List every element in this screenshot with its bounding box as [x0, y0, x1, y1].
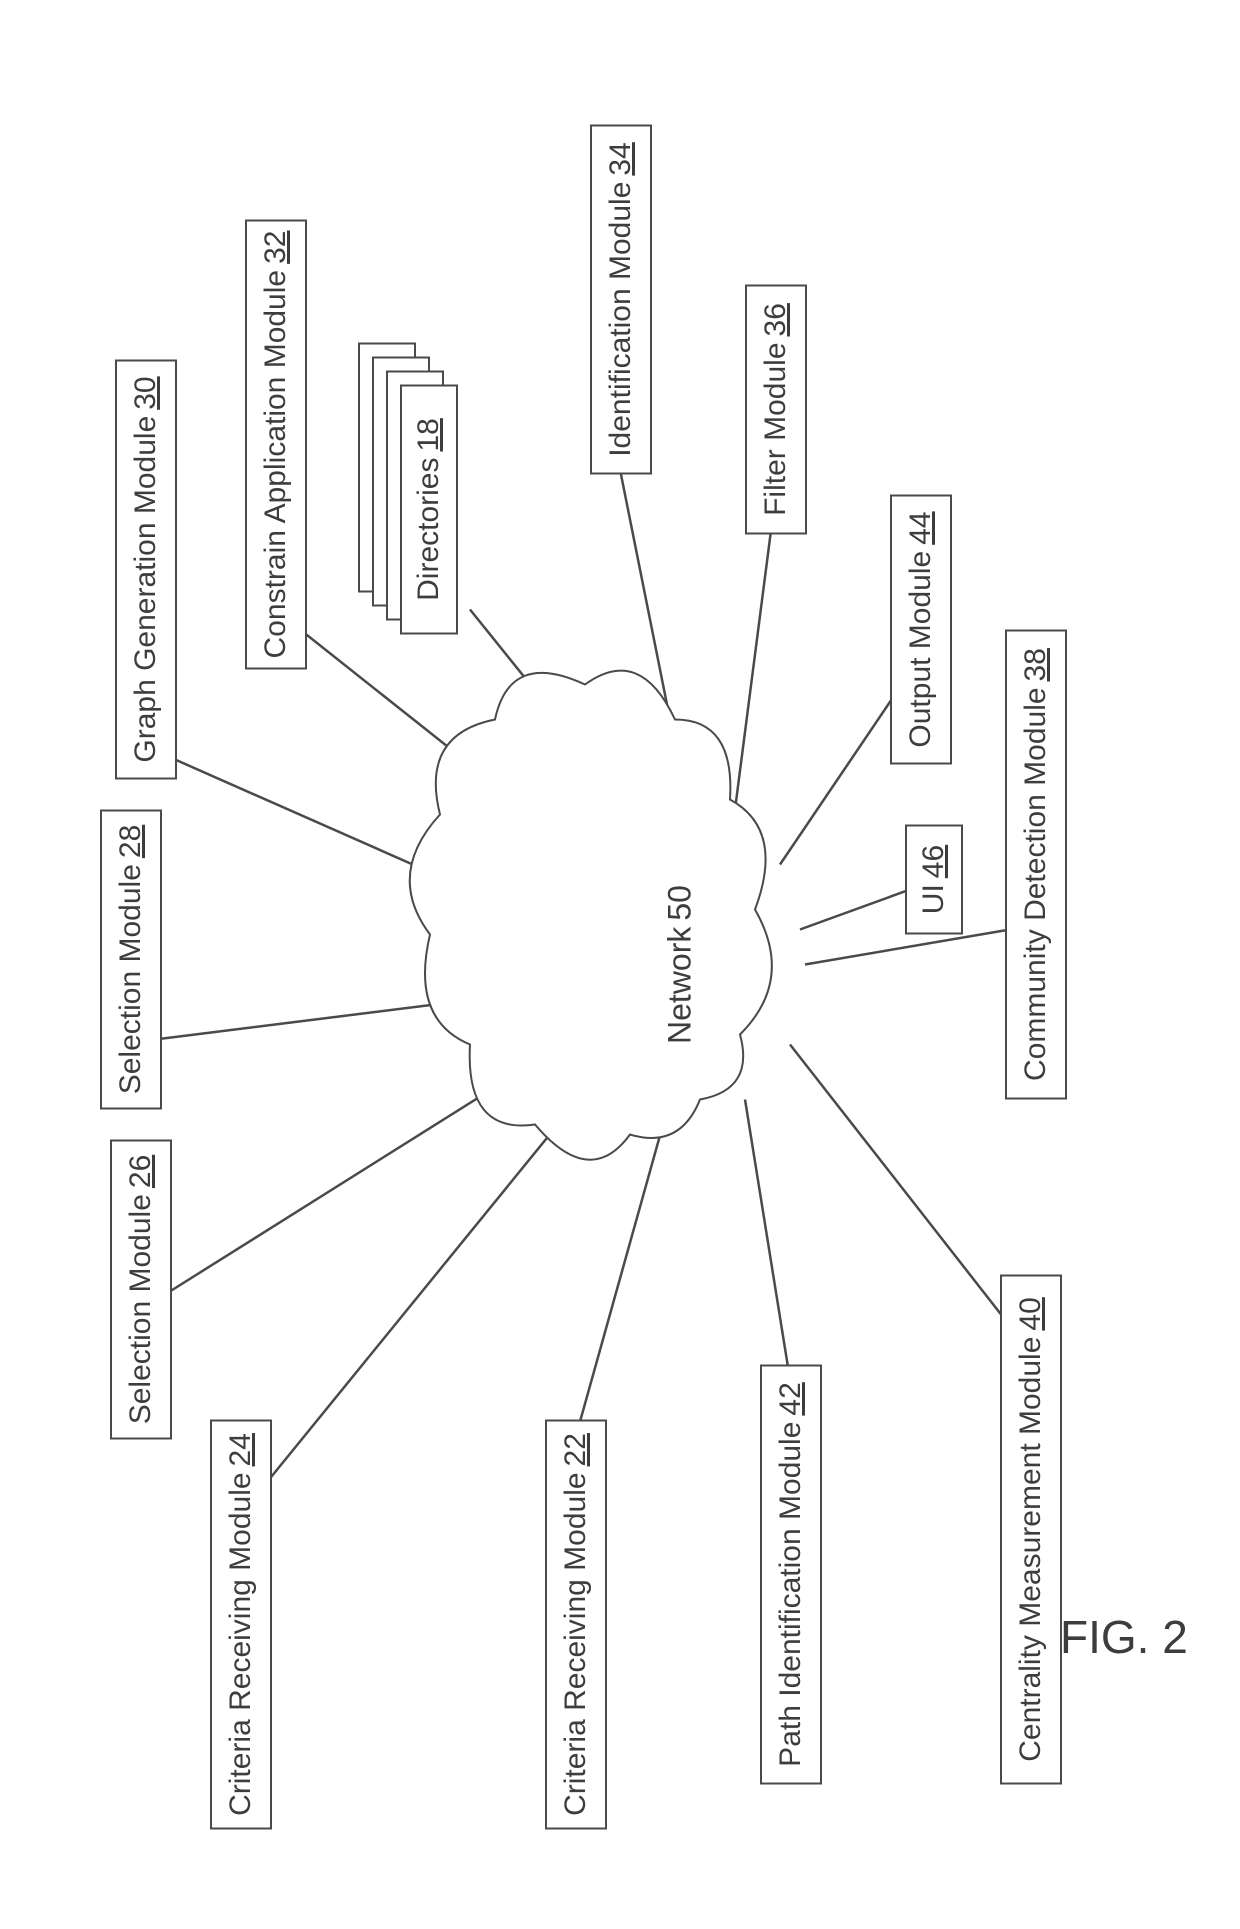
figure-caption: FIG. 2 — [1060, 1610, 1188, 1664]
module-text: Selection Module — [124, 1194, 158, 1424]
directories-node: Directories 18 — [400, 384, 458, 634]
module-label: Selection Module 26 — [124, 1154, 158, 1424]
module-text: Criteria Receiving Module — [559, 1472, 593, 1815]
module-number: 32 — [259, 230, 293, 263]
module-label: Filter Module 36 — [759, 303, 793, 516]
module-label: Constrain Application Module 32 — [259, 230, 293, 658]
module-number: 34 — [604, 142, 638, 175]
module-number: 42 — [774, 1382, 808, 1415]
module-text: UI — [917, 884, 951, 914]
module-number: 28 — [114, 824, 148, 857]
module-number: 30 — [129, 376, 163, 409]
module-number: 46 — [917, 844, 951, 877]
module-output-44: Output Module 44 — [890, 494, 952, 764]
module-selection-28: Selection Module 28 — [100, 809, 162, 1109]
figure-caption-text: FIG. 2 — [1060, 1611, 1188, 1663]
module-text: Identification Module — [604, 181, 638, 456]
directories-label: Directories — [412, 457, 446, 600]
module-text: Community Detection Module — [1019, 687, 1053, 1081]
directories-number: 18 — [412, 418, 446, 451]
module-text: Selection Module — [114, 864, 148, 1094]
module-label: Criteria Receiving Module 24 — [224, 1433, 258, 1816]
module-constrain-32: Constrain Application Module 32 — [245, 219, 307, 669]
module-selection-26: Selection Module 26 — [110, 1139, 172, 1439]
module-identification-34: Identification Module 34 — [590, 124, 652, 474]
module-ui-46: UI 46 — [905, 824, 963, 934]
module-label: Centrality Measurement Module 40 — [1014, 1297, 1048, 1762]
diagram-stage: Network 50 Directories 18 Criteria Receiv… — [0, 0, 1240, 1929]
module-text: Path Identification Module — [774, 1421, 808, 1766]
module-label: Path Identification Module 42 — [774, 1382, 808, 1767]
module-number: 40 — [1014, 1297, 1048, 1330]
module-filter-36: Filter Module 36 — [745, 284, 807, 534]
module-path-42: Path Identification Module 42 — [760, 1364, 822, 1784]
module-text: Output Module — [904, 550, 938, 747]
module-text: Graph Generation Module — [129, 415, 163, 762]
module-criteria-22: Criteria Receiving Module 22 — [545, 1419, 607, 1829]
module-text: Criteria Receiving Module — [224, 1472, 258, 1815]
module-label: UI 46 — [917, 844, 951, 913]
cloud-text: Network — [662, 926, 699, 1043]
module-label: Criteria Receiving Module 22 — [559, 1433, 593, 1816]
cloud-number: 50 — [662, 885, 699, 921]
rotated-canvas: Network 50 Directories 18 Criteria Receiv… — [0, 0, 1240, 1929]
module-label: Selection Module 28 — [114, 824, 148, 1094]
module-centrality-40: Centrality Measurement Module 40 — [1000, 1274, 1062, 1784]
module-text: Constrain Application Module — [259, 269, 293, 658]
cloud-label: Network 50 — [662, 885, 699, 1044]
module-text: Filter Module — [759, 342, 793, 515]
module-number: 26 — [124, 1154, 158, 1187]
module-number: 24 — [224, 1433, 258, 1466]
module-label: Graph Generation Module 30 — [129, 376, 163, 762]
module-criteria-24: Criteria Receiving Module 24 — [210, 1419, 272, 1829]
module-community-38: Community Detection Module 38 — [1005, 629, 1067, 1099]
module-label: Identification Module 34 — [604, 142, 638, 457]
module-number: 36 — [759, 303, 793, 336]
module-number: 38 — [1019, 648, 1053, 681]
module-number: 44 — [904, 511, 938, 544]
module-label: Community Detection Module 38 — [1019, 648, 1053, 1081]
module-number: 22 — [559, 1433, 593, 1466]
module-label: Output Module 44 — [904, 511, 938, 747]
module-text: Centrality Measurement Module — [1014, 1336, 1048, 1761]
module-graph-30: Graph Generation Module 30 — [115, 359, 177, 779]
